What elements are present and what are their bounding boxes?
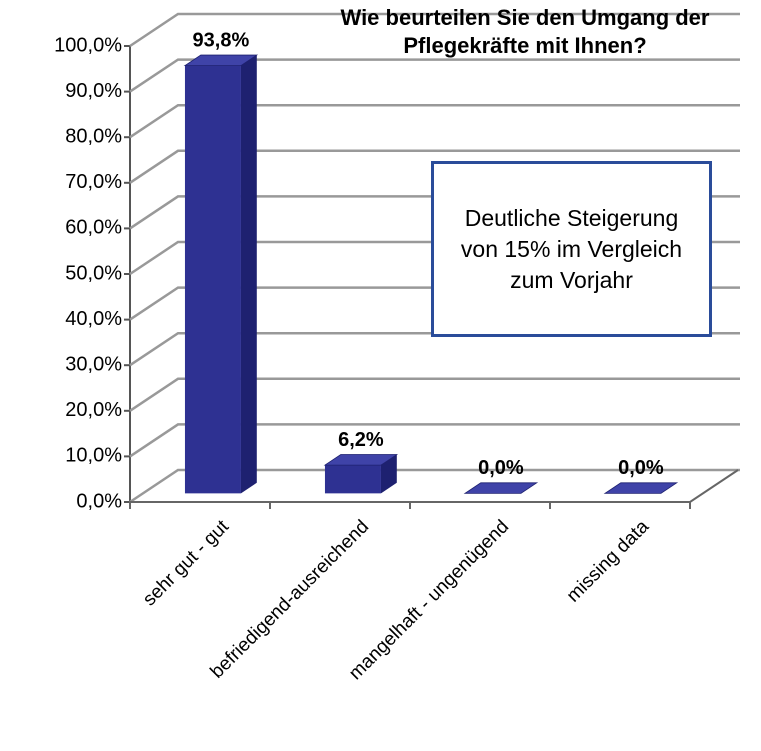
chart-title: Wie beurteilen Sie den Umgang der Pflege… xyxy=(340,5,710,58)
bar-side xyxy=(380,454,397,494)
bar-top xyxy=(603,482,679,494)
grid-line xyxy=(129,149,740,184)
y-tick-label: 70,0% xyxy=(65,171,122,193)
grid-line xyxy=(129,103,740,139)
y-tick-label: 20,0% xyxy=(65,399,122,421)
bar-top xyxy=(463,482,539,494)
x-tick-label: missing data xyxy=(563,516,654,607)
grid-line xyxy=(129,423,740,458)
y-tick-label: 10,0% xyxy=(65,445,122,467)
bar xyxy=(184,65,241,494)
grid-line xyxy=(129,377,740,412)
y-tick-label: 60,0% xyxy=(65,217,122,239)
y-tick-label: 100,0% xyxy=(54,34,122,56)
x-tick-label: sehr gut - gut xyxy=(139,516,234,611)
y-tick-label: 30,0% xyxy=(65,353,122,375)
x-tick-label: mangelhaft - ungenügend xyxy=(345,516,513,684)
y-tick-label: 0,0% xyxy=(76,490,122,512)
y-tick-label: 40,0% xyxy=(65,308,122,330)
bar xyxy=(324,465,381,494)
y-tick-label: 90,0% xyxy=(65,80,122,102)
bar-top xyxy=(183,54,259,67)
value-label: 0,0% xyxy=(618,457,664,479)
y-tick-label: 50,0% xyxy=(65,262,122,284)
value-label: 93,8% xyxy=(193,29,250,51)
value-label: 0,0% xyxy=(478,457,524,479)
y-tick-label: 80,0% xyxy=(65,125,122,147)
bar-side xyxy=(240,55,257,494)
annotation-box: Deutliche Steigerung von 15% im Vergleic… xyxy=(431,161,712,337)
grid-line xyxy=(129,58,740,93)
grid-line xyxy=(129,468,740,504)
value-label: 6,2% xyxy=(338,429,384,451)
annotation-text: Deutliche Steigerung von 15% im Vergleic… xyxy=(460,204,683,293)
bar-top xyxy=(323,454,399,466)
grid-line xyxy=(129,12,740,48)
x-tick-label: befriedigend-ausreichend xyxy=(207,516,373,682)
